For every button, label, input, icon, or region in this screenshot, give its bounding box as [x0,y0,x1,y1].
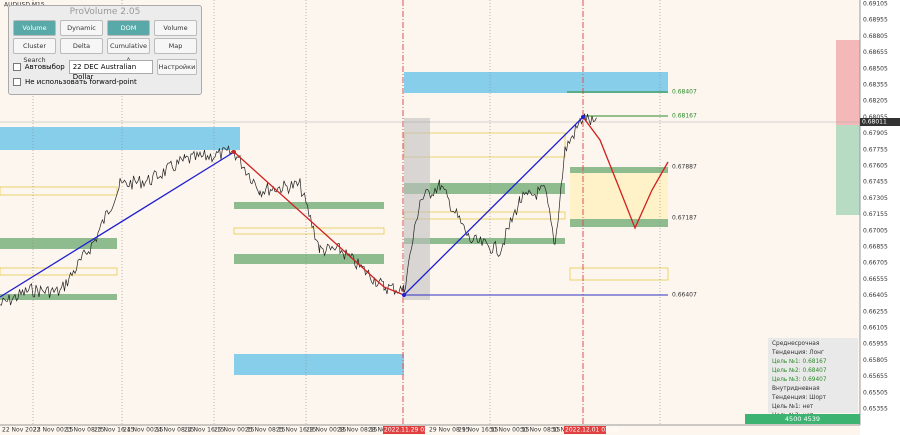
footer-box: 4500 4539 [745,414,860,424]
level-label: 0.67887 [672,164,697,171]
current-price: 0.68011 [862,119,887,126]
price-label: 0.65655 [863,373,888,380]
time-label: 24 Nov 08:15 [154,427,195,434]
price-label: 0.67155 [863,211,888,218]
checkbox[interactable] [13,78,21,86]
info-line: Цель №3: 0.69407 [772,377,827,383]
info-line: Внутридневная Тенденция: Шорт [772,386,827,401]
auto-select-label: Автовыбор [24,63,65,71]
price-label: 0.65805 [863,357,888,364]
panel-title: ProVolume 2.05 [69,7,141,17]
price-label: 0.67455 [863,179,888,186]
panel-button[interactable]: Delta [60,38,103,54]
price-label: 0.66405 [863,292,888,299]
price-label: 0.68955 [863,17,888,24]
settings-button[interactable]: Настройки [156,59,197,75]
time-highlight [383,426,425,434]
price-label: 0.68205 [863,98,888,105]
time-label: 22 Nov 2022 [2,427,41,434]
time-label: 29 Nov 08:15 [429,427,470,434]
panel-button[interactable]: Cluster Search [13,38,56,64]
time-label: 30 Nov 08:15 [520,427,561,434]
time-label: 24 Nov 16:15 [184,427,225,434]
time-label: 28 Nov 00:15 [306,427,347,434]
level-label: 0.68167 [672,113,697,120]
price-label: 0.67305 [863,195,888,202]
panel-button[interactable]: Dynamic POC [60,20,103,46]
time-highlight [564,426,606,434]
level-label: 0.68407 [672,89,697,96]
price-label: 0.68055 [863,114,888,121]
info-line: Цель №2: 0.68407 [772,368,827,374]
price-label: 0.68805 [863,33,888,40]
price-label: 0.66855 [863,244,888,251]
price-label: 0.67755 [863,146,888,153]
info-line: Цель №1: нет [772,404,814,410]
time-label: 2022.12.01 02:45 [565,427,619,434]
price-label: 0.67005 [863,227,888,234]
price-label: 0.68355 [863,82,888,89]
time-label: 23 Nov 16:15 [94,427,135,434]
instrument-dropdown[interactable]: 22 DEC Australian Dollar [68,60,153,81]
price-label: 0.66105 [863,325,888,332]
time-label: 25 Nov 00:15 [214,427,255,434]
time-label: 25 Nov 16:15 [276,427,317,434]
price-label: 0.65505 [863,389,888,396]
panel-button[interactable]: DOM [107,20,150,36]
time-label: 29 Nov 16:15 [458,427,499,434]
panel-button[interactable]: Volume Profile [13,20,56,46]
level-label: 0.67187 [672,215,697,222]
panel-button[interactable]: Map [154,38,197,54]
time-label: 24 Nov 00:15 [123,427,164,434]
button-grid: Volume ProfileDynamic POCDOMVolume Cluste… [9,18,201,64]
forward-row: Не использовать forward-point [9,78,201,89]
trend-info: Среднесрочная Тенденция: Лонг Цель №1: 0.… [768,338,858,419]
price-label: 0.68655 [863,49,888,56]
price-label: 0.66255 [863,308,888,315]
checkbox[interactable] [13,63,21,71]
price-label: 0.65955 [863,341,888,348]
info-line: Среднесрочная Тенденция: Лонг [772,341,824,356]
time-label: 30 Nov 00:15 [489,427,530,434]
time-label: 23 Nov 00:15 [33,427,74,434]
time-label: 25 Nov 08:15 [245,427,286,434]
time-label: 28 Nov 08:15 [337,427,378,434]
instrument-row: Автовыбор 22 DEC Australian Dollar Настр… [9,56,201,81]
forward-label: Не использовать forward-point [25,78,137,86]
price-label: 0.67905 [863,130,888,137]
panel-button[interactable]: Cumulative Δ [107,38,150,64]
price-label: 0.69105 [863,1,888,8]
price-label: 0.66555 [863,276,888,283]
price-label: 0.66705 [863,260,888,267]
info-line: Цель №1: 0.68167 [772,359,827,365]
panel-button[interactable]: Volume [154,20,197,36]
time-label: 23 Nov 08:15 [64,427,105,434]
price-label: 0.67605 [863,163,888,170]
level-label: 0.66407 [672,292,697,299]
price-label: 0.68505 [863,65,888,72]
provolume-panel: ProVolume 2.05 Volume ProfileDynamic POC… [8,5,202,95]
time-label: 2022.11.29 02:15 [384,427,438,434]
price-label: 0.65355 [863,406,888,413]
